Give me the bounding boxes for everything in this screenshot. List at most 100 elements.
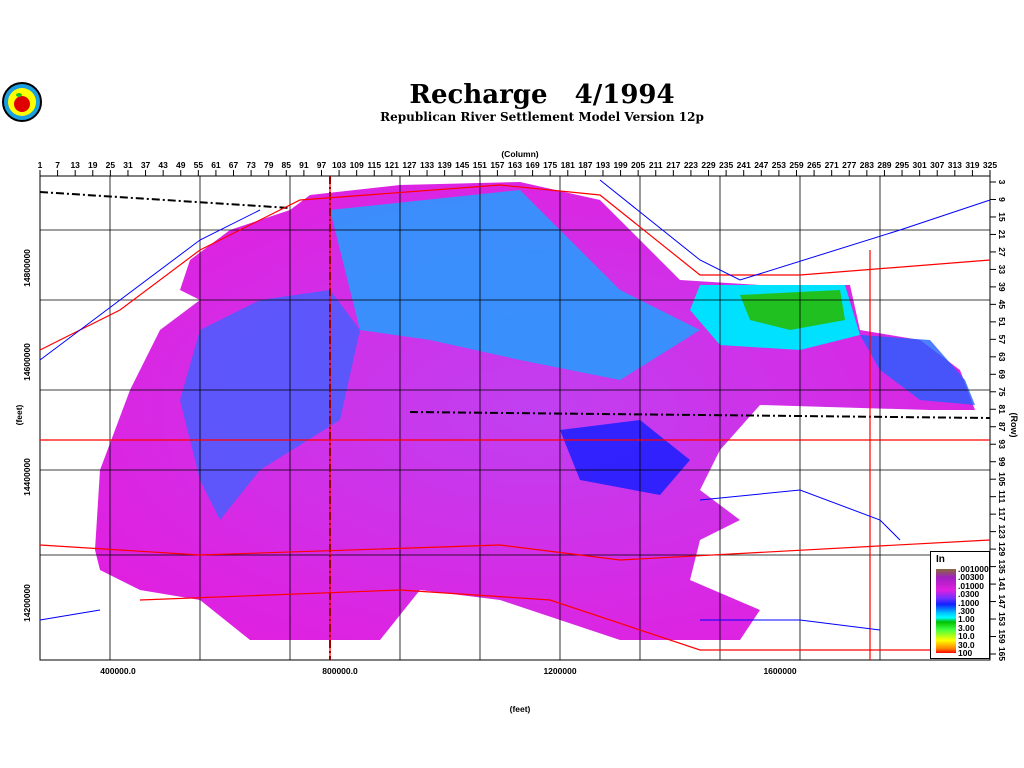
top-tick: 1 [38, 160, 43, 170]
legend-label: 10.0 [958, 631, 975, 642]
legend-color-bar [936, 569, 956, 653]
right-tick: 123 [997, 525, 1007, 539]
top-tick: 67 [229, 160, 239, 170]
right-tick: 63 [997, 352, 1007, 362]
top-tick: 301 [913, 160, 927, 170]
right-tick: 159 [997, 629, 1007, 643]
top-tick: 175 [543, 160, 557, 170]
top-tick: 79 [264, 160, 274, 170]
top-tick: 283 [860, 160, 874, 170]
top-tick: 277 [842, 160, 856, 170]
top-tick: 73 [246, 160, 256, 170]
top-tick: 43 [158, 160, 168, 170]
top-tick: 241 [737, 160, 751, 170]
top-tick: 289 [877, 160, 891, 170]
left-axis-label: (feet) [14, 404, 24, 425]
legend-label: .00300 [958, 572, 984, 583]
top-tick: 55 [194, 160, 204, 170]
top-tick: 7 [55, 160, 60, 170]
zone-cyan [330, 190, 700, 380]
right-tick: 57 [997, 335, 1007, 345]
top-tick: 121 [385, 160, 399, 170]
legend-label: 1.00 [958, 614, 975, 625]
right-axis-label: (Row) [1009, 413, 1019, 438]
apple-seal-logo [2, 82, 42, 122]
top-tick: 223 [684, 160, 698, 170]
top-tick: 61 [211, 160, 221, 170]
legend-label: 30.0 [958, 639, 975, 650]
right-tick: 129 [997, 542, 1007, 556]
top-tick: 199 [613, 160, 627, 170]
right-tick: 69 [997, 370, 1007, 380]
top-tick: 133 [420, 160, 434, 170]
zone-blue-ne [860, 335, 975, 405]
right-tick: 117 [997, 507, 1007, 521]
legend: In .001000.00300.01000.0300.1000.300 1.00… [930, 551, 990, 659]
top-tick: 91 [299, 160, 309, 170]
right-tick: 111 [997, 490, 1007, 504]
top-axis-ticks: 1 7 13 19 25 31 37 43 49 55 61 67 73 79 85 91 97 103 109 11… [38, 160, 997, 176]
top-tick: 295 [895, 160, 909, 170]
right-tick: 27 [997, 247, 1007, 257]
left-tick: 14400000 [22, 458, 32, 496]
legend-label: .01000 [958, 580, 984, 591]
top-tick: 31 [123, 160, 133, 170]
rivers [39, 179, 991, 631]
bottom-tick: 800000.0 [322, 666, 358, 676]
bottom-tick: 1200000 [543, 666, 576, 676]
top-tick: 85 [282, 160, 292, 170]
legend-label: 3.00 [958, 622, 975, 633]
right-tick: 75 [997, 387, 1007, 397]
left-tick: 14600000 [22, 343, 32, 381]
top-tick: 151 [473, 160, 487, 170]
top-tick: 145 [455, 160, 469, 170]
top-tick: 187 [578, 160, 592, 170]
legend-label: .001000 [958, 564, 989, 574]
top-tick: 193 [596, 160, 610, 170]
top-tick: 313 [948, 160, 962, 170]
right-tick: 15 [997, 212, 1007, 222]
top-tick: 181 [561, 160, 575, 170]
left-tick: 14800000 [22, 249, 32, 287]
top-tick: 307 [930, 160, 944, 170]
top-tick: 115 [367, 160, 381, 170]
top-tick: 49 [176, 160, 186, 170]
top-tick: 139 [438, 160, 452, 170]
bottom-axis-label: (feet) [510, 704, 531, 714]
top-tick: 235 [719, 160, 733, 170]
right-tick: 93 [997, 439, 1007, 449]
right-tick: 45 [997, 300, 1007, 310]
right-tick: 3 [997, 180, 1007, 185]
bottom-tick: 1600000 [763, 666, 796, 676]
top-tick: 169 [525, 160, 539, 170]
right-tick: 21 [997, 230, 1007, 240]
top-tick: 19 [88, 160, 98, 170]
bottom-tick: 400000.0 [100, 666, 136, 676]
legend-label: .1000 [958, 597, 980, 608]
right-axis-ticks: 3915212733394551576369758187939910511111… [990, 180, 1007, 661]
map-subtitle: Republican River Settlement Model Versio… [380, 110, 704, 124]
top-tick: 25 [106, 160, 116, 170]
top-tick: 13 [70, 160, 80, 170]
zone-blue-center [560, 420, 690, 495]
right-tick: 141 [997, 577, 1007, 591]
top-tick: 259 [789, 160, 803, 170]
right-tick: 99 [997, 457, 1007, 467]
top-tick: 205 [631, 160, 645, 170]
right-tick: 135 [997, 559, 1007, 573]
right-tick: 51 [997, 317, 1007, 327]
right-tick: 39 [997, 282, 1007, 292]
left-tick: 14200000 [22, 584, 32, 622]
top-tick: 265 [807, 160, 821, 170]
top-tick: 109 [350, 160, 364, 170]
legend-title: In [936, 554, 945, 565]
county-boundaries [40, 176, 990, 660]
top-tick: 247 [754, 160, 768, 170]
top-tick: 211 [649, 160, 663, 170]
right-tick: 87 [997, 422, 1007, 432]
right-tick: 147 [997, 594, 1007, 608]
top-tick: 271 [825, 160, 839, 170]
top-tick: 103 [332, 160, 346, 170]
right-tick: 165 [997, 647, 1007, 661]
